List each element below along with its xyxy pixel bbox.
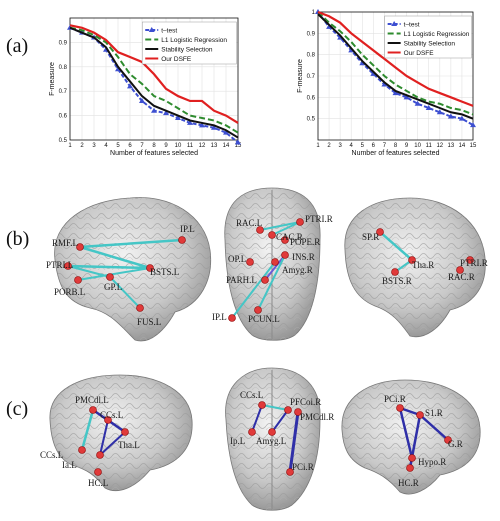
- lbl-c-tha-l: Tha.L: [118, 440, 140, 450]
- lbl-c-ccs-l-1: CCs.L: [100, 410, 123, 420]
- lbl-b-rmf-l: RMF.L: [52, 238, 78, 248]
- lbl-c-hc-l: HC.L: [88, 478, 108, 488]
- lbl-c-pmcdl-l: PMCdl.L: [75, 395, 109, 405]
- lbl-b-parh-l: PARH.L: [226, 275, 257, 285]
- lbl-c-pci-r2: PCi.R: [384, 394, 406, 404]
- lbl-b-cac-r: CAC.R: [276, 232, 303, 242]
- lbl-b-bsts-l: BSTS.L: [150, 267, 179, 277]
- panel-label-a: (a): [6, 35, 29, 57]
- lbl-b-amyg-r: Amyg.R: [282, 265, 313, 275]
- nodes: [64, 218, 474, 476]
- connections-b: [66, 221, 414, 319]
- lbl-c-pci-r: PCi.R: [292, 462, 314, 472]
- panel-label-b: (b): [6, 228, 30, 250]
- lbl-b-sp-r: SP.R: [362, 232, 379, 242]
- lbl-b-pcun-l: PCUN.L: [248, 314, 280, 324]
- lbl-c-pmcdl-r: PMCdl.R: [300, 412, 334, 422]
- brain-c-right: [341, 379, 481, 495]
- lbl-c-g-r: G.R: [448, 439, 463, 449]
- lbl-c-pfcoi-r: PFCoi.R: [290, 397, 321, 407]
- lbl-b-ptri-l: PTRI.L: [46, 260, 73, 270]
- lbl-b-ptri-r: PTRI.R: [305, 214, 333, 224]
- lbl-b-op-l: OP.L: [228, 254, 246, 264]
- lbl-c-ccs-l: CCs.L: [240, 390, 263, 400]
- lbl-c-s1-r: S1.R: [425, 408, 443, 418]
- lbl-b-rac-r: RAC.R: [448, 272, 475, 282]
- lbl-b-tha-r: Tha.R: [412, 260, 434, 270]
- lbl-b-ip-l2: IP.L: [212, 312, 227, 322]
- brain-b-left: [54, 197, 212, 342]
- lbl-b-ins-r: INS.R: [292, 252, 315, 262]
- lbl-b-ip-l: IP.L: [180, 224, 195, 234]
- lbl-b-ptri-r2: PTRI.R: [460, 258, 488, 268]
- lbl-b-pope-r: POPE.R: [290, 237, 320, 247]
- lbl-b-fus-l: FUS.L: [137, 317, 161, 327]
- lbl-c-ccs-l-2: CCs.L: [40, 450, 63, 460]
- lbl-c-ip-l: Ip.L: [230, 436, 245, 446]
- lbl-b-bsts-r: BSTS.R: [382, 276, 412, 286]
- brain-c-top: [225, 367, 321, 511]
- brain-c-left: [49, 374, 193, 492]
- lbl-c-hypo-r: Hypo.R: [418, 457, 446, 467]
- lbl-c-hc-r: HC.R: [398, 478, 419, 488]
- lbl-b-rac-l: RAC.L: [236, 218, 262, 228]
- panel-label-c: (c): [6, 398, 29, 420]
- lbl-b-gp-l: GP.L: [104, 282, 122, 292]
- lbl-b-porb-l: PORB.L: [54, 287, 85, 297]
- lbl-c-ia-l: Ia.L: [62, 460, 77, 470]
- lbl-c-amyg-l: Amyg.L: [256, 436, 286, 446]
